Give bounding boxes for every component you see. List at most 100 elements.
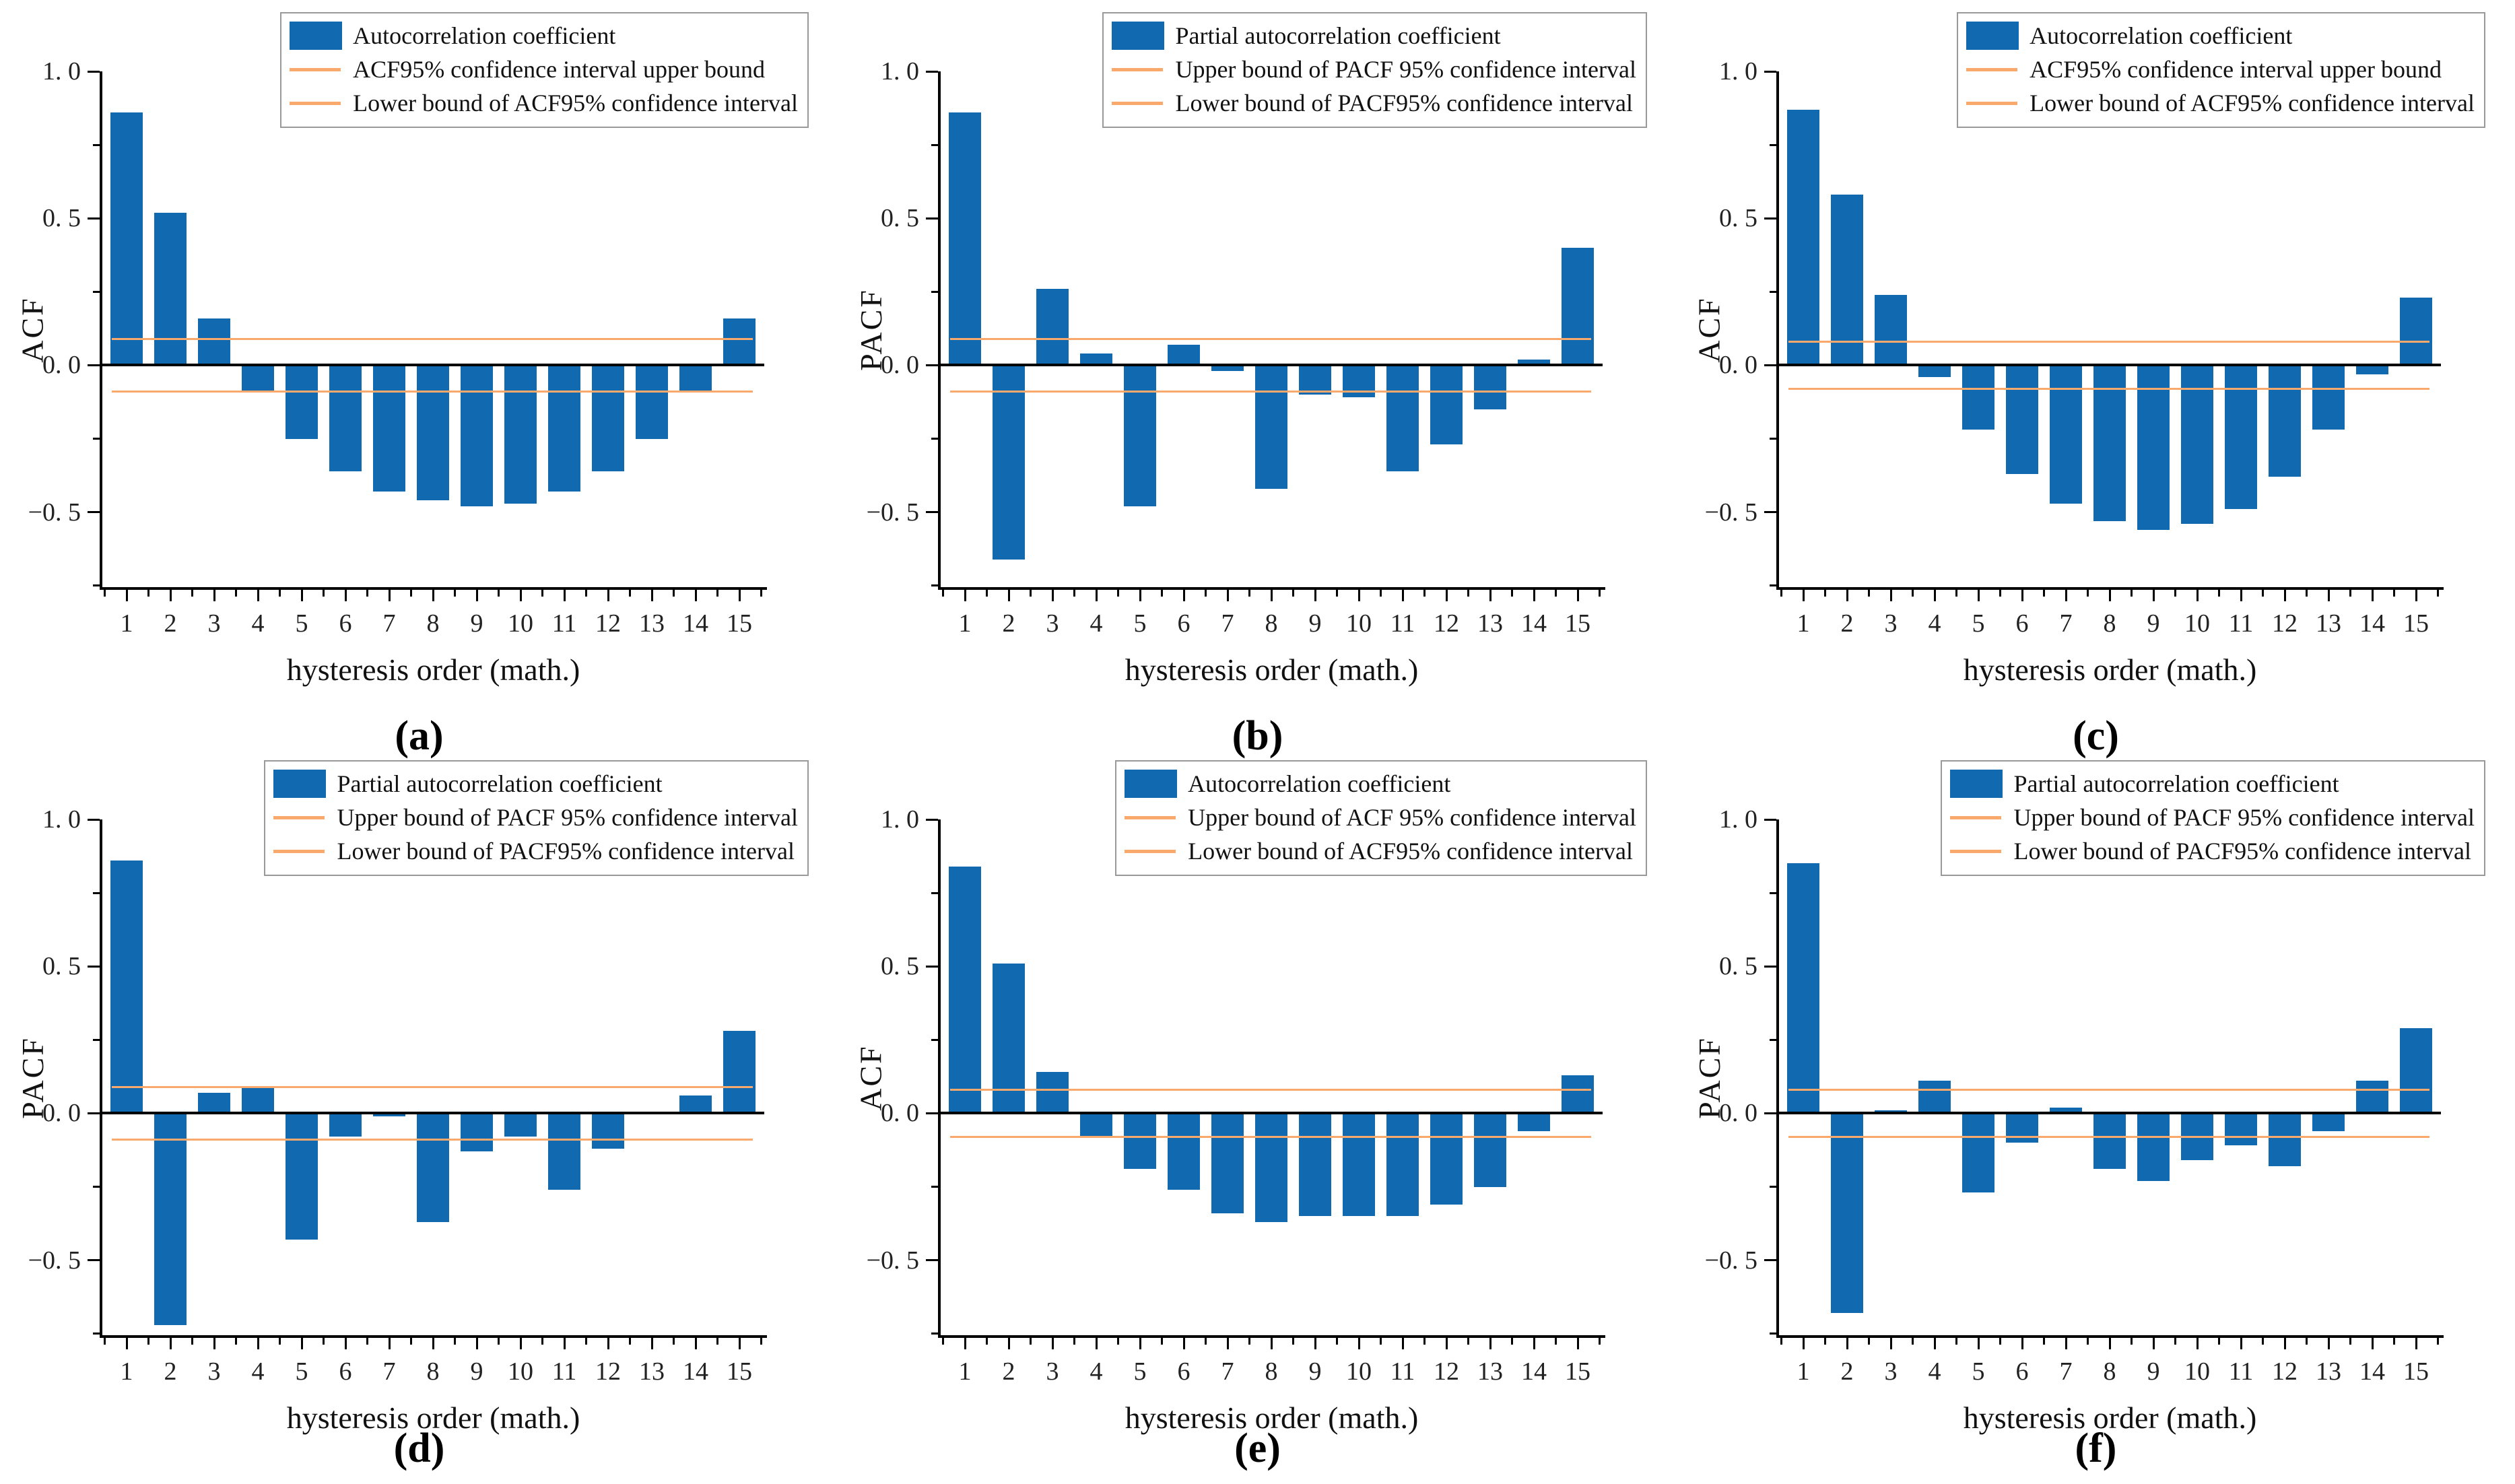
legend-item-label: Partial autocorrelation coefficient: [337, 770, 663, 797]
x-minor-tick: [1599, 590, 1601, 597]
y-major-tick: [88, 1112, 100, 1114]
x-major-tick: [2196, 590, 2199, 601]
legend-item-label: Lower bound of PACF95% confidence interv…: [337, 838, 795, 865]
x-tick-label: 5: [295, 1357, 308, 1386]
x-minor-tick: [986, 1338, 988, 1345]
x-minor-tick: [1780, 1338, 1782, 1345]
y-tick-label: 0. 5: [42, 952, 81, 981]
y-minor-tick: [931, 584, 938, 587]
y-tick-label: 0. 0: [1719, 351, 1757, 380]
x-tick-label: 7: [2059, 1357, 2073, 1386]
plot-area: 1 2 3 4 5 6 7 8 9 10 11 12 13 14 15 1. 0 0. 5 0. 0 −0. 5: [867, 805, 1605, 1386]
bar-lag-6: [1168, 1113, 1200, 1190]
legend-item: Lower bound of PACF95% confidence interv…: [273, 834, 798, 868]
x-tick-label: 5: [1133, 609, 1147, 638]
x-minor-tick: [1555, 590, 1557, 597]
bar-lag-1: [110, 861, 143, 1114]
x-major-tick: [650, 590, 653, 601]
x-major-tick: [125, 1338, 128, 1349]
x-tick-label: 9: [470, 609, 483, 638]
legend-item: ACF95% confidence interval upper bound: [290, 53, 798, 86]
y-axis-spine: [100, 819, 102, 1338]
legend-item-label: Lower bound of PACF95% confidence interv…: [2013, 838, 2471, 865]
bar-lag-9: [461, 1113, 493, 1152]
y-tick-label: −0. 5: [866, 498, 919, 527]
x-minor-tick: [2437, 590, 2439, 597]
legend-item: Partial autocorrelation coefficient: [273, 767, 798, 801]
bar-lag-4: [242, 365, 274, 392]
x-tick-label: 12: [595, 1357, 621, 1386]
x-major-tick: [475, 1338, 478, 1349]
plot-area: 1 2 3 4 5 6 7 8 9 10 11 12 13 14 15 1. 0 0. 5 0. 0 −0. 5: [867, 57, 1605, 638]
x-major-tick: [1489, 590, 1491, 601]
x-minor-tick: [2043, 1338, 2045, 1345]
legend-item-label: Upper bound of PACF 95% confidence inter…: [1175, 56, 1636, 83]
ci-upper-line: [950, 1089, 1591, 1091]
x-tick-label: 3: [1046, 1357, 1059, 1386]
x-tick-label: 2: [1840, 1357, 1854, 1386]
y-minor-tick: [93, 143, 100, 146]
bar-lag-11: [1386, 1113, 1419, 1217]
x-major-tick: [2108, 1338, 2111, 1349]
x-minor-tick: [104, 590, 106, 597]
x-minor-tick: [498, 590, 500, 597]
x-minor-tick: [1073, 1338, 1075, 1345]
x-major-tick: [1007, 1338, 1010, 1349]
y-major-tick: [1764, 1259, 1776, 1262]
legend-item-label: Lower bound of PACF95% confidence interv…: [1175, 90, 1633, 116]
x-tick-label: 5: [1133, 1357, 1147, 1386]
bar-lag-5: [1124, 1113, 1156, 1170]
legend-item-label: Partial autocorrelation coefficient: [2013, 770, 2339, 797]
bar-lag-1: [949, 112, 981, 366]
bar-lag-13: [1474, 365, 1506, 409]
x-major-tick: [738, 590, 741, 601]
x-minor-tick: [366, 1338, 368, 1345]
x-tick-label: 14: [1521, 609, 1547, 638]
legend-bar-swatch-icon: [1950, 770, 2003, 798]
x-minor-tick: [1380, 590, 1382, 597]
x-major-tick: [344, 1338, 347, 1349]
y-major-tick: [1764, 70, 1776, 73]
x-tick-label: 9: [1308, 1357, 1322, 1386]
x-major-tick: [300, 590, 303, 601]
panel-b: Partial autocorrelation coefficient Uppe…: [838, 0, 1677, 759]
x-major-tick: [519, 590, 522, 601]
zero-axis-line: [941, 1112, 1603, 1115]
bar-lag-3: [1036, 288, 1069, 366]
bar-lag-4: [1080, 353, 1112, 366]
x-minor-tick: [235, 1338, 237, 1345]
legend-line-swatch-icon: [1966, 101, 2018, 105]
x-tick-label: 5: [295, 609, 308, 638]
legend-item: Autocorrelation coefficient: [290, 19, 798, 53]
x-minor-tick: [2218, 1338, 2220, 1345]
x-tick-label: 5: [1972, 609, 1985, 638]
x-minor-tick: [279, 590, 281, 597]
x-tick-label: 7: [1221, 609, 1234, 638]
x-axis-spine: [1776, 587, 2444, 590]
x-minor-tick: [1205, 1338, 1207, 1345]
x-tick-label: 14: [683, 1357, 708, 1386]
x-tick-label: 13: [639, 1357, 665, 1386]
x-tick-label: 2: [164, 609, 177, 638]
legend-line-swatch-icon: [1125, 815, 1176, 819]
legend-bar-swatch-icon: [290, 22, 343, 50]
x-major-tick: [1095, 1338, 1098, 1349]
x-tick-label: 1: [958, 1357, 972, 1386]
legend-item: Autocorrelation coefficient: [1966, 19, 2475, 53]
panel-d: Partial autocorrelation coefficient Uppe…: [0, 748, 838, 1484]
y-minor-tick: [93, 1186, 100, 1188]
x-axis-spine: [100, 587, 767, 590]
bar-lag-5: [1962, 1113, 1994, 1193]
x-tick-label: 10: [2184, 1357, 2210, 1386]
legend-item-label: Lower bound of ACF95% confidence interva…: [2030, 90, 2475, 116]
x-minor-tick: [716, 1338, 718, 1345]
x-minor-tick: [1248, 1338, 1250, 1345]
y-tick-label: 0. 5: [881, 204, 919, 233]
x-tick-label: 8: [426, 609, 440, 638]
y-minor-tick: [93, 290, 100, 293]
x-major-tick: [1802, 590, 1805, 601]
legend-item: ACF95% confidence interval upper bound: [1966, 53, 2475, 86]
bar-lag-11: [2225, 365, 2257, 510]
x-tick-label: 10: [1346, 609, 1372, 638]
x-minor-tick: [1912, 590, 1914, 597]
